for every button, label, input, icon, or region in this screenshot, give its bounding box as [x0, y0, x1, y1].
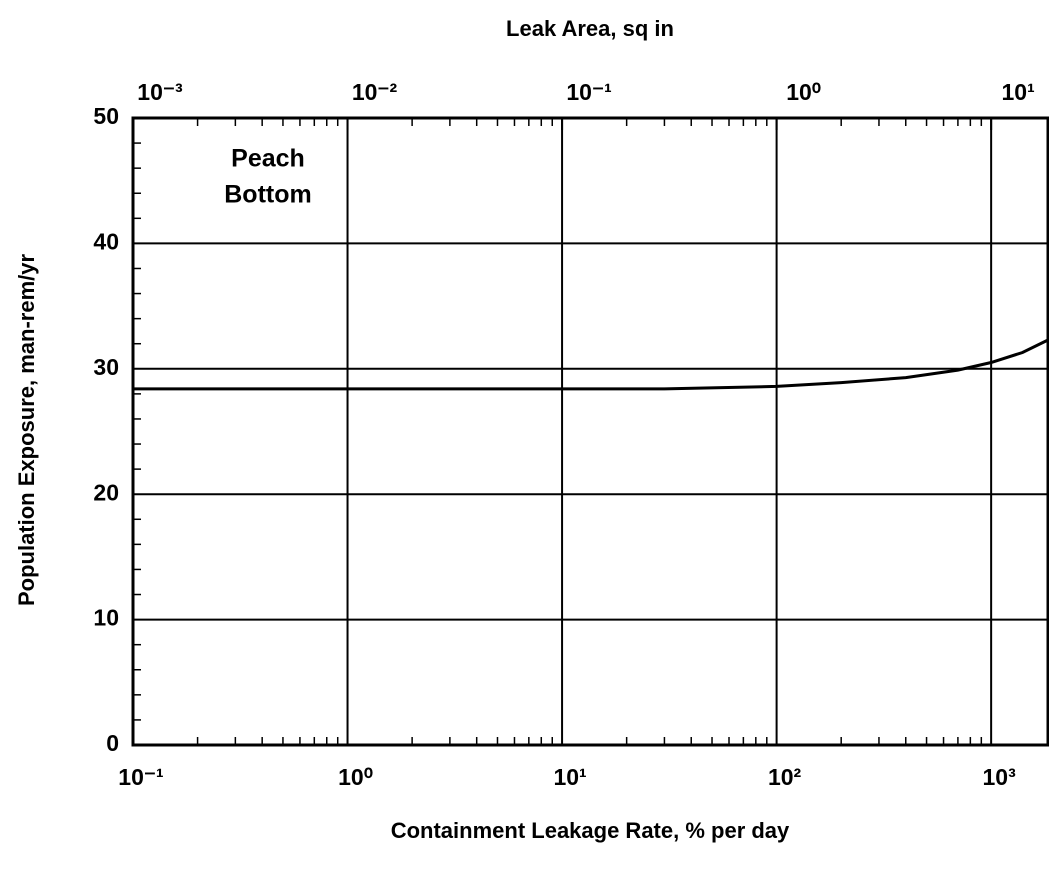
y-tick-label: 20: [93, 479, 119, 505]
y-tick-label: 10: [93, 605, 119, 631]
x-tick-label: 10⁰: [338, 764, 373, 790]
top-tick-label: 10¹: [1002, 79, 1035, 105]
y-tick-label: 40: [93, 228, 119, 254]
line: [133, 338, 1049, 391]
top-tick-label: 10⁻²: [352, 79, 398, 105]
y-axis-title: Population Exposure, man-rem/yr: [14, 254, 39, 607]
x-tick-label: 10⁻¹: [118, 764, 163, 790]
top-tick-label: 10⁰: [786, 79, 821, 105]
x-tick-label: 10¹: [553, 764, 586, 790]
x-axis-title: Containment Leakage Rate, % per day: [391, 818, 790, 843]
annotation: Peach: [231, 145, 305, 173]
x-tick-label: 10³: [983, 764, 1017, 790]
top-tick-label: 10⁻¹: [566, 79, 611, 105]
top-tick-label: 10⁻³: [137, 79, 183, 105]
annotation: Bottom: [224, 181, 311, 209]
y-tick-label: 50: [93, 103, 119, 129]
y-tick-label: 0: [106, 730, 119, 756]
top-axis-title: Leak Area, sq in: [506, 16, 674, 41]
y-tick-label: 30: [93, 354, 119, 380]
x-tick-label: 10²: [768, 764, 802, 790]
plot-frame: [131, 116, 1049, 747]
